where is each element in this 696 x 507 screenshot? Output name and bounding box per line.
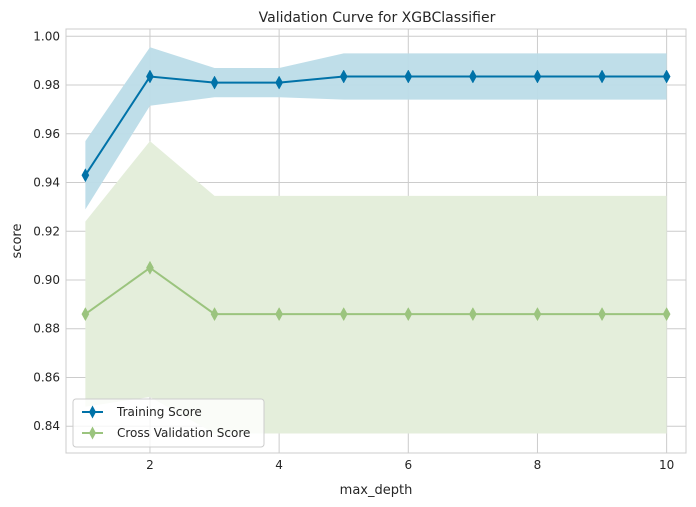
cross-validation-point bbox=[533, 307, 542, 322]
x-axis-title: max_depth bbox=[340, 483, 413, 498]
y-tick-label: 1.00 bbox=[33, 29, 60, 43]
cross-validation-line bbox=[84, 266, 667, 316]
training-score-point bbox=[662, 69, 671, 84]
y-tick-label: 0.86 bbox=[33, 370, 60, 384]
training-score-line bbox=[84, 75, 667, 176]
legend-label-cross-validation: Cross Validation Score bbox=[117, 426, 250, 440]
y-tick-label: 0.88 bbox=[33, 322, 60, 336]
training-score-point bbox=[81, 168, 90, 183]
cross-validation-point bbox=[275, 307, 284, 322]
cross-validation-point bbox=[81, 307, 90, 322]
cross-validation-point bbox=[210, 307, 219, 322]
y-tick-label: 0.90 bbox=[33, 273, 60, 287]
legend: Training Score Cross Validation Score bbox=[72, 398, 265, 448]
y-tick-label: 0.96 bbox=[33, 127, 60, 141]
legend-box bbox=[72, 398, 265, 448]
training-score-point bbox=[275, 75, 284, 90]
training-score-point bbox=[598, 69, 606, 84]
legend-label-training: Training Score bbox=[116, 405, 202, 419]
x-tick-label: 8 bbox=[534, 458, 542, 472]
training-score-point bbox=[404, 69, 413, 84]
chart-title: Validation Curve for XGBClassifier bbox=[259, 10, 496, 26]
cross-validation-point bbox=[598, 307, 606, 322]
legend-marker-cross-validation bbox=[89, 426, 96, 440]
x-tick-label: 6 bbox=[404, 458, 412, 472]
confidence-bands bbox=[85, 47, 667, 434]
axis-ticks: 2 4 6 8 10 0.84 0.86 0.88 0.90 0.92 0.94 0.96 0.98 1.… bbox=[33, 29, 674, 472]
legend-marker-training bbox=[89, 405, 96, 419]
cross-validation-point bbox=[339, 307, 348, 322]
series-lines bbox=[84, 75, 667, 316]
x-tick-label: 4 bbox=[275, 458, 283, 472]
series-markers bbox=[81, 69, 671, 322]
training-score-band bbox=[85, 47, 667, 210]
cross-validation-point bbox=[146, 260, 154, 275]
y-tick-label: 0.98 bbox=[33, 78, 60, 92]
x-tick-label: 2 bbox=[146, 458, 154, 472]
cross-validation-point bbox=[404, 307, 413, 322]
y-tick-label: 0.84 bbox=[33, 419, 60, 433]
training-score-point bbox=[533, 69, 542, 84]
x-tick-label: 10 bbox=[659, 458, 674, 472]
y-tick-label: 0.92 bbox=[33, 224, 60, 238]
y-tick-label: 0.94 bbox=[33, 176, 60, 190]
training-score-point bbox=[210, 75, 219, 90]
cross-validation-point bbox=[468, 307, 477, 322]
cross-validation-band bbox=[85, 141, 667, 434]
training-score-point bbox=[146, 69, 154, 84]
plot-frame bbox=[65, 28, 687, 454]
cross-validation-point bbox=[662, 307, 671, 322]
y-axis-title: score bbox=[10, 224, 25, 259]
training-score-point bbox=[339, 69, 348, 84]
training-score-point bbox=[468, 69, 477, 84]
